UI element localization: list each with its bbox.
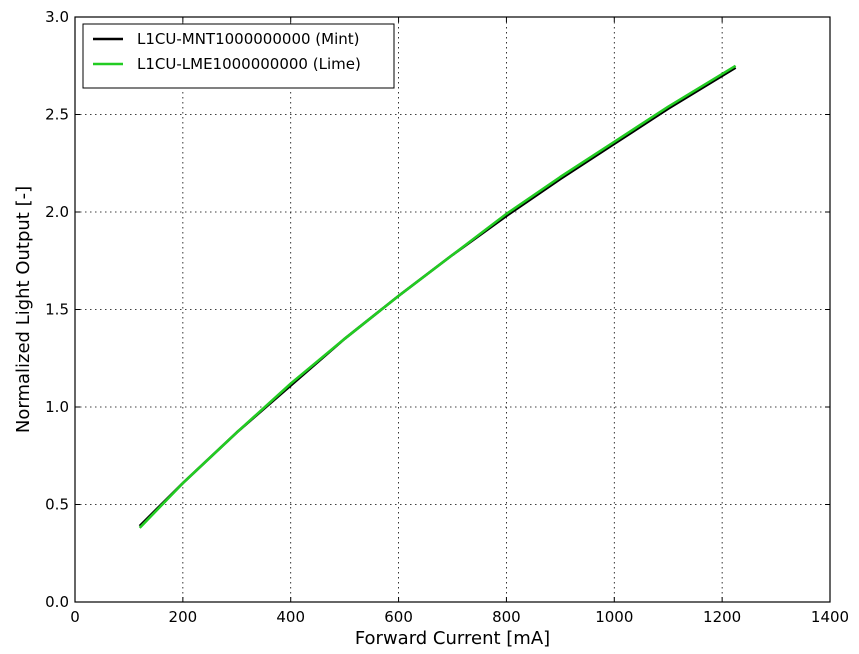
plot-frame [74, 16, 831, 603]
legend-label: L1CU-LME1000000000 (Lime) [137, 55, 361, 73]
y-axis-title: Normalized Light Output [-] [13, 186, 34, 433]
legend-box [82, 23, 395, 89]
series-line-2 [138, 64, 737, 529]
y-tick-label: 1.5 [45, 301, 69, 319]
x-tick-labels: 0 200 400 600 800 1000 1200 1400 [70, 608, 849, 626]
x-tick-label: 800 [492, 608, 521, 626]
x-tick-label: 1400 [811, 608, 849, 626]
y-tick-label: 0.0 [45, 593, 69, 611]
x-tick-label: 1200 [703, 608, 741, 626]
y-tick-label: 3.0 [45, 8, 69, 26]
legend-label: L1CU-MNT1000000000 (Mint) [137, 30, 360, 48]
grid [75, 17, 830, 602]
y-tick-label: 1.0 [45, 398, 69, 416]
x-tick-label: 600 [384, 608, 413, 626]
y-tick-label: 0.5 [45, 496, 69, 514]
legend: L1CU-MNT1000000000 (Mint) L1CU-LME1000000… [82, 23, 395, 89]
series-line-1 [138, 66, 737, 527]
series-lines [138, 64, 737, 529]
x-tick-label: 0 [70, 608, 80, 626]
tick-marks [74, 16, 831, 603]
x-tick-label: 400 [276, 608, 305, 626]
y-tick-label: 2.5 [45, 106, 69, 124]
x-tick-label: 1000 [595, 608, 633, 626]
y-tick-labels: 0.0 0.5 1.0 1.5 2.0 2.5 3.0 [45, 8, 69, 611]
y-tick-label: 2.0 [45, 203, 69, 221]
x-tick-label: 200 [169, 608, 198, 626]
x-axis-title: Forward Current [mA] [355, 628, 550, 649]
